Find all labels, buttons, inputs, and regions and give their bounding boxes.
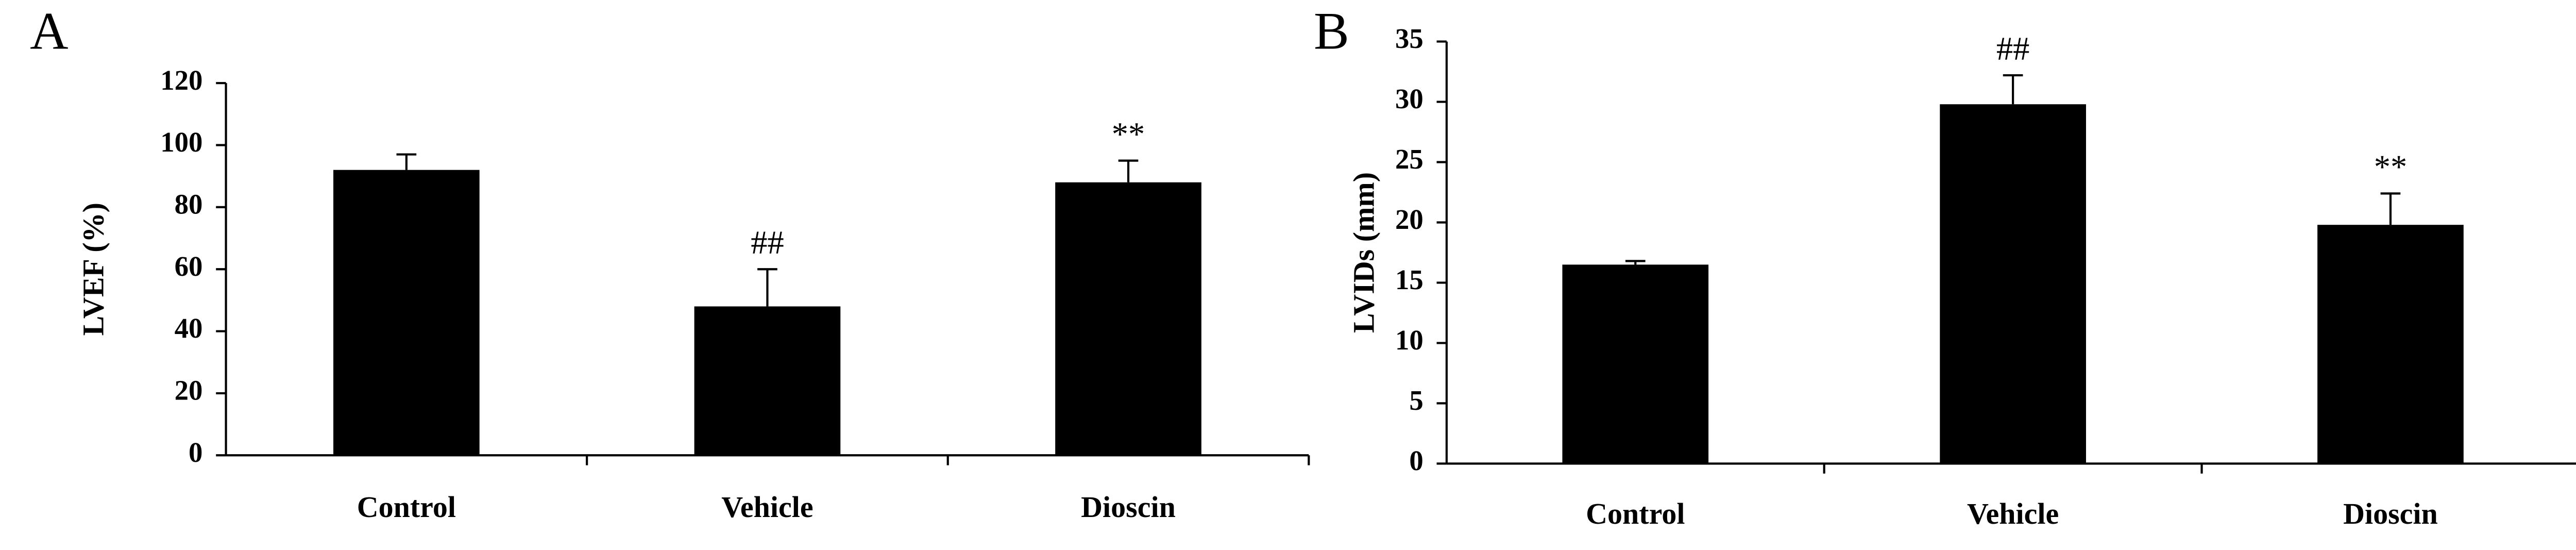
- y-axis-label: LVIDs (mm): [1347, 172, 1380, 333]
- annotation: **: [1112, 115, 1145, 152]
- bar: [1055, 182, 1201, 456]
- panel-label: B: [1314, 2, 1349, 61]
- error-bar: [1625, 260, 1646, 265]
- y-tick-label: 40: [175, 312, 203, 344]
- annotation: **: [2374, 148, 2407, 185]
- bar: [333, 170, 480, 456]
- y-tick-label: 20: [175, 374, 203, 406]
- x-tick-label: Dioscin: [2343, 497, 2438, 530]
- bar: [694, 306, 841, 456]
- y-tick-label: 60: [175, 251, 203, 282]
- y-tick-label: 5: [1409, 385, 1423, 416]
- y-tick-label: 100: [160, 126, 202, 158]
- x-tick-label: Control: [357, 490, 456, 524]
- chart-panel: B LVIDs (mm) 0 5 10 15 20 25 30 35 Control Vehicle #…: [1314, 2, 2576, 530]
- bar: [1562, 264, 1709, 464]
- bar: [1940, 104, 2086, 464]
- x-tick-label: Dioscin: [1081, 490, 1176, 524]
- annotation: ##: [751, 224, 784, 261]
- error-bar: [1118, 159, 1139, 182]
- chart-panel: A LVEF (%) 0 20 40 60 80 100 120 Control Vehicle ##…: [30, 2, 1310, 524]
- y-tick-label: 25: [1395, 143, 1423, 175]
- y-tick-label: 10: [1395, 324, 1423, 356]
- y-tick-label: 80: [175, 188, 203, 220]
- annotation: ##: [1996, 30, 2029, 67]
- y-tick-label: 0: [189, 437, 202, 468]
- panel-label: A: [30, 2, 69, 61]
- error-bar: [2380, 192, 2401, 225]
- y-tick-label: 35: [1395, 23, 1423, 54]
- x-tick-label: Control: [1586, 497, 1685, 530]
- y-tick-label: 20: [1395, 204, 1423, 235]
- y-axis-label: LVEF (%): [76, 203, 110, 336]
- y-tick-label: 120: [160, 64, 202, 96]
- x-tick-label: Vehicle: [721, 490, 813, 524]
- y-tick-label: 15: [1395, 264, 1423, 295]
- bar: [2317, 225, 2464, 464]
- x-tick-label: Vehicle: [1967, 497, 2059, 530]
- y-tick-label: 30: [1395, 83, 1423, 114]
- error-bar: [396, 153, 417, 170]
- error-bar: [757, 268, 777, 307]
- error-bar: [2003, 74, 2023, 105]
- y-tick-label: 0: [1409, 445, 1423, 476]
